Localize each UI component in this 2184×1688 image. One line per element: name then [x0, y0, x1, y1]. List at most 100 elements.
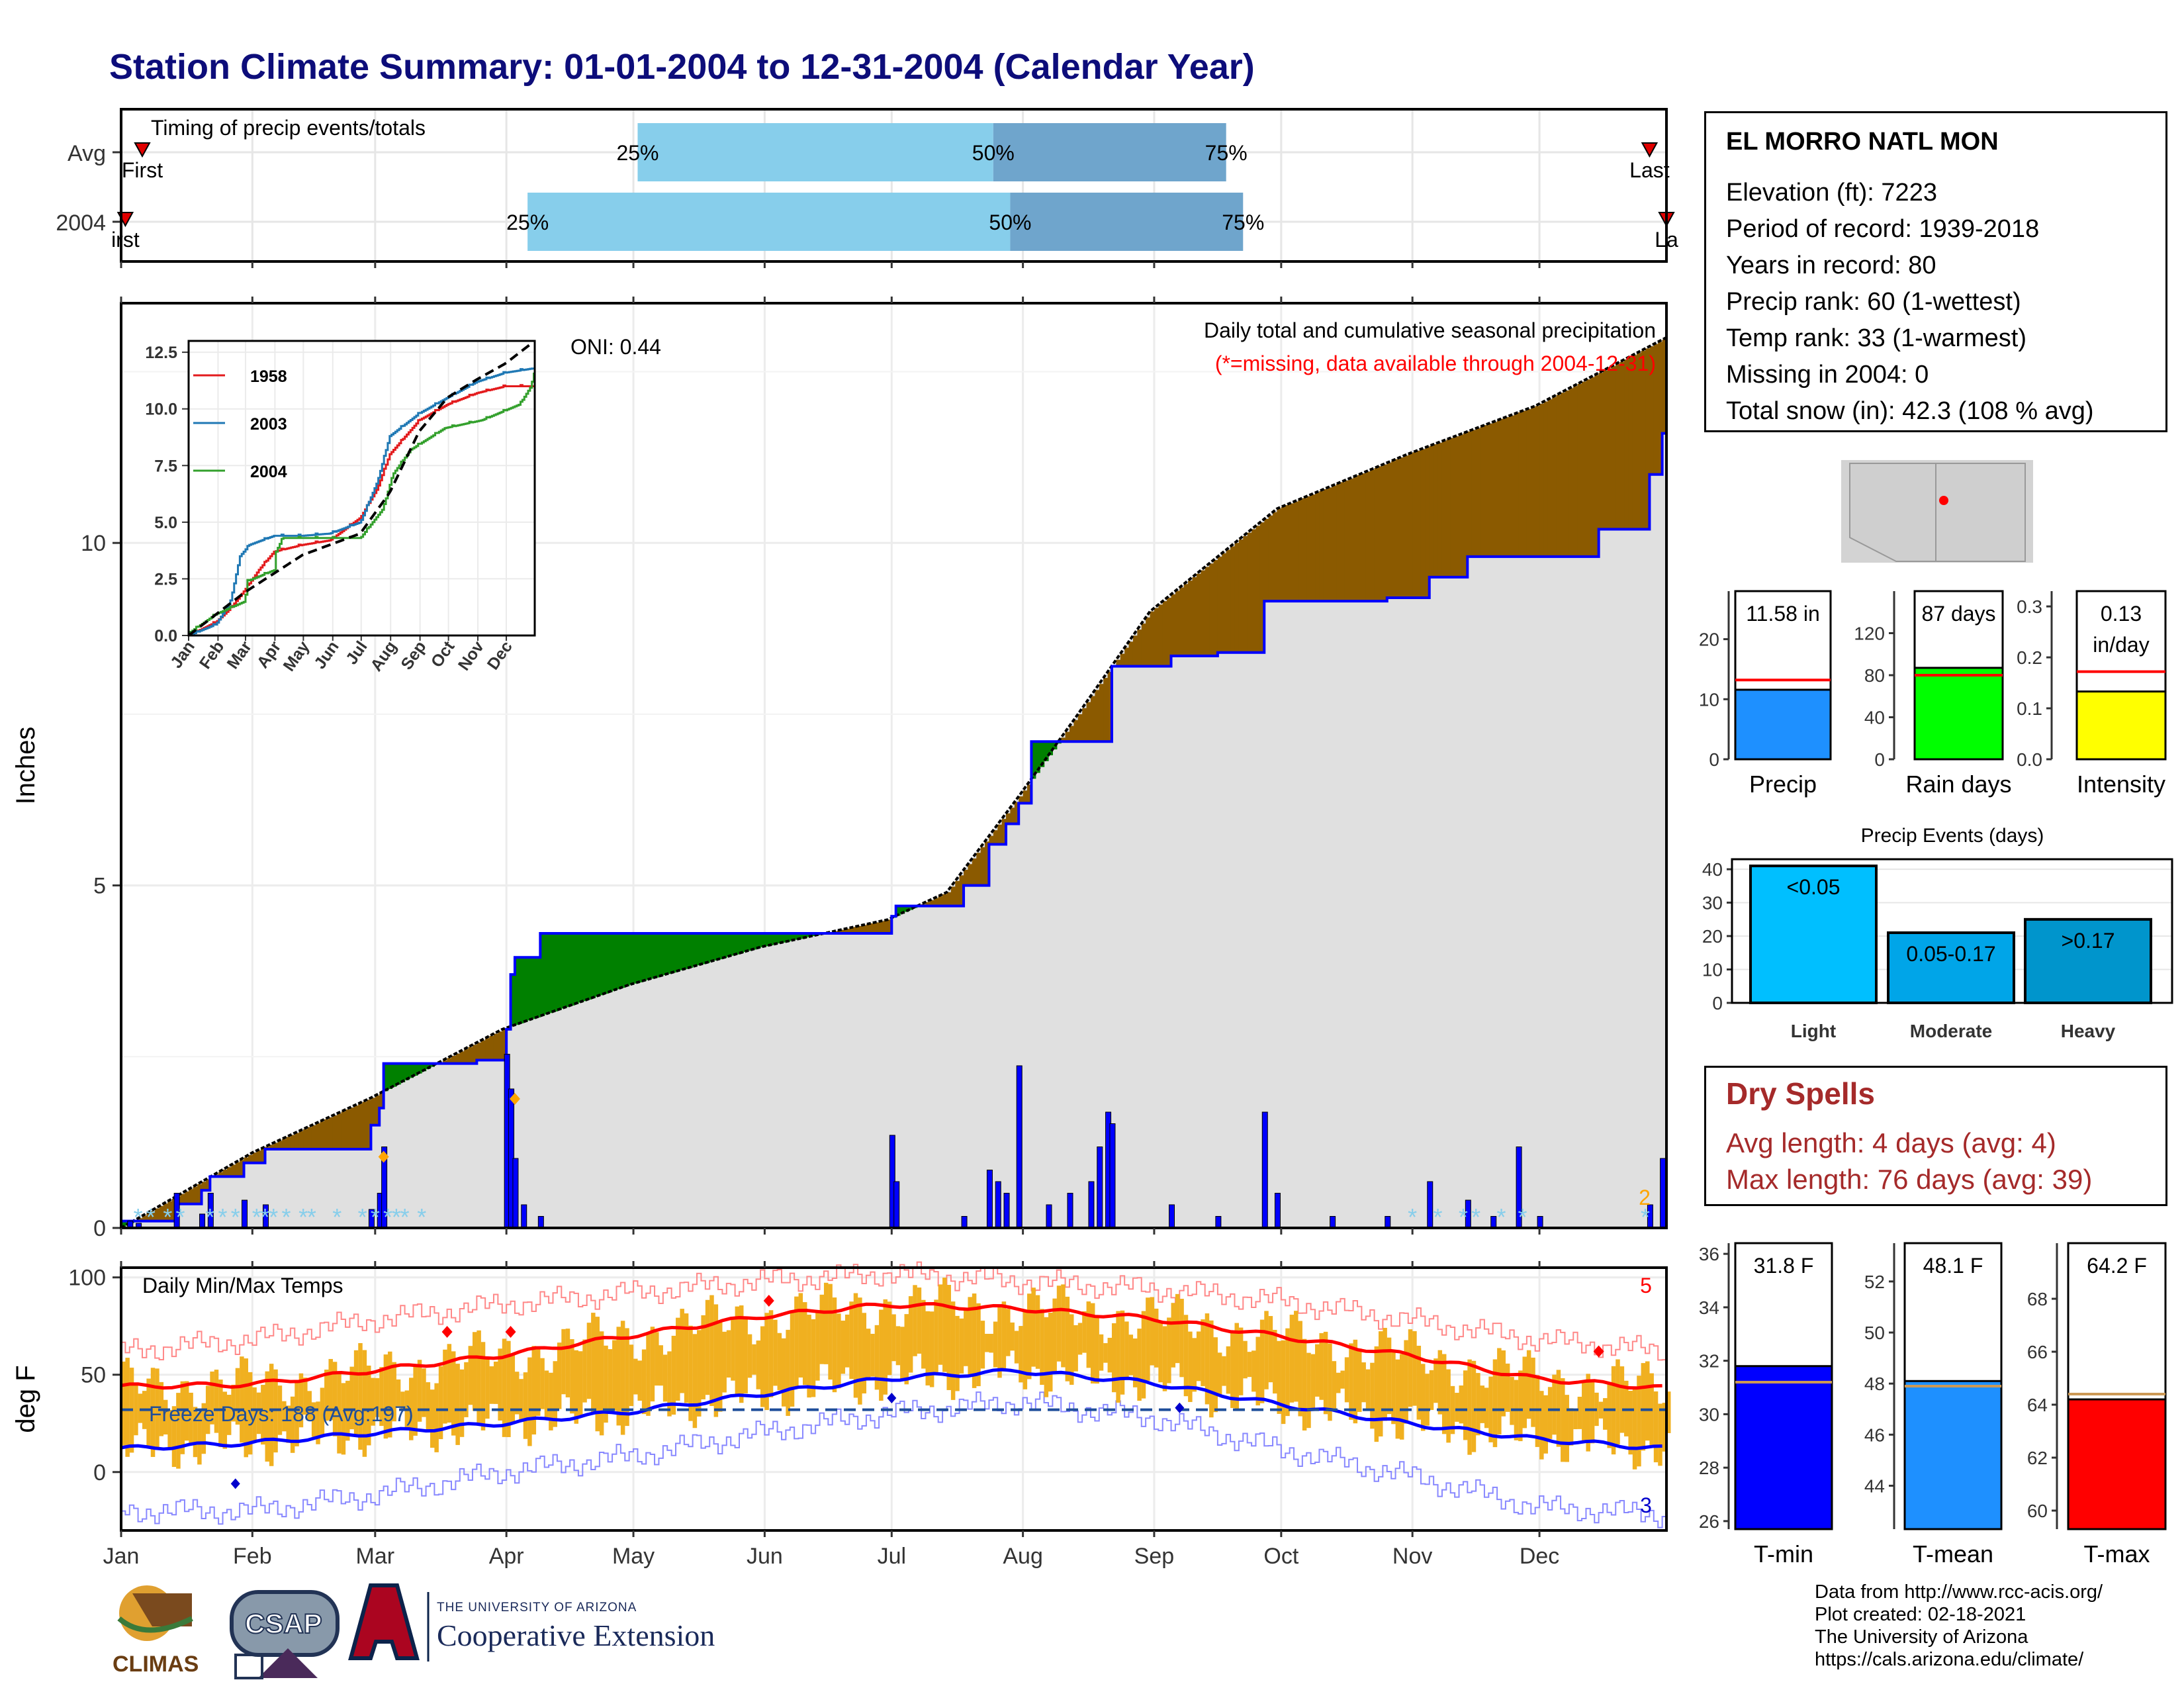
precip-deficit-band: [375, 1096, 380, 1125]
temp-daily-bar: [705, 1299, 710, 1395]
tmax_mean-y-tick-label: 68: [2027, 1289, 2048, 1309]
temp-daily-bar: [1365, 1369, 1371, 1409]
precip-deficit-band: [1391, 461, 1396, 598]
precip-surplus-band: [591, 933, 596, 998]
temp-daily-bar: [383, 1354, 388, 1439]
temp-daily-bar: [1010, 1322, 1015, 1351]
snow-marker: *: [1408, 1203, 1417, 1231]
precip-deficit-band: [311, 1125, 316, 1149]
precip-surplus-band: [747, 933, 752, 951]
precip-deficit-band: [1298, 500, 1303, 602]
temp-daily-bar: [1141, 1311, 1146, 1399]
timing-bar-q25-q50: [527, 193, 1011, 251]
temp-daily-bar: [544, 1370, 549, 1419]
temp-daily-bar: [841, 1321, 846, 1374]
precip-surplus-band: [514, 957, 520, 1025]
precip-deficit-band: [222, 1169, 228, 1177]
temp-daily-bar: [1124, 1321, 1129, 1380]
events-x-label: Heavy: [2061, 1021, 2116, 1041]
temp-daily-bar: [1044, 1317, 1049, 1397]
precip-deficit-band: [1069, 726, 1074, 742]
temp-daily-bar: [802, 1302, 807, 1385]
temp-daily-bar: [341, 1383, 346, 1455]
map-arizona: [1849, 463, 1936, 562]
temp-daily-bar: [815, 1311, 820, 1381]
precip-deficit-band: [1222, 553, 1227, 653]
temp-daily-bar: [286, 1405, 291, 1443]
temp-daily-bar: [1357, 1348, 1362, 1412]
temp-daily-bar: [1531, 1357, 1535, 1427]
precip-surplus-band: [739, 933, 744, 953]
temp-daily-bar: [1014, 1331, 1019, 1364]
temp-daily-bar: [1387, 1337, 1392, 1415]
temp-daily-bar: [616, 1327, 621, 1426]
temp-daily-bar: [1175, 1293, 1180, 1364]
temp-daily-bar: [1069, 1314, 1074, 1385]
precip-deficit-band: [1315, 492, 1320, 602]
temp-daily-bar: [972, 1293, 977, 1388]
temp-daily-bar: [1001, 1301, 1007, 1372]
temp-daily-bar: [269, 1364, 274, 1466]
station-missing: Missing in 2004: 0: [1726, 361, 1929, 389]
temp-daily-bar: [895, 1326, 901, 1366]
precip-daily-bar: [961, 1216, 968, 1229]
precip-daily-bar: [1003, 1193, 1010, 1229]
precip-deficit-band: [997, 824, 1003, 845]
temp-daily-bar: [1323, 1331, 1328, 1415]
temp-daily-bar: [1162, 1326, 1167, 1391]
precip-deficit-band: [1323, 489, 1328, 602]
precip-deficit-band: [1124, 647, 1130, 667]
temp-daily-bar: [722, 1331, 727, 1393]
temp-daily-bar: [1052, 1298, 1057, 1374]
temp-daily-bar: [1099, 1334, 1104, 1371]
precip-deficit-band: [286, 1137, 291, 1149]
tmin_mean-value-label: 31.8 F: [1754, 1254, 1814, 1278]
precip-surplus-band: [413, 1063, 418, 1076]
temp-daily-bar: [240, 1356, 244, 1443]
temp-daily-bar: [535, 1346, 541, 1416]
precip-deficit-band: [1497, 420, 1502, 557]
precip-daily-bar: [1169, 1204, 1175, 1229]
temp-daily-bar: [1344, 1357, 1349, 1403]
precip-deficit-band: [1590, 377, 1595, 557]
precip-deficit-band: [358, 1103, 363, 1149]
temp-y-tick-label: 0: [93, 1460, 106, 1485]
snow-marker: *: [332, 1203, 341, 1231]
precip-deficit-band: [1158, 604, 1163, 667]
precip-daily-bar: [1537, 1216, 1543, 1229]
temp-daily-bar: [713, 1304, 719, 1417]
temp-daily-bar: [205, 1385, 210, 1434]
precip-avg-line: [120, 336, 1667, 1229]
precip-deficit-band: [337, 1113, 342, 1149]
precip-surplus-band: [570, 933, 575, 1006]
precip-daily-bar: [1385, 1216, 1391, 1229]
temp-daily-bar: [980, 1321, 985, 1369]
temp-daily-bar: [807, 1315, 811, 1398]
temp-daily-bar: [1378, 1331, 1383, 1437]
snow-marker: *: [260, 1203, 269, 1231]
temp-daily-bar: [777, 1333, 782, 1391]
precip-surplus-band: [764, 933, 770, 947]
precip_total-y-tick-label: 20: [1699, 630, 1719, 650]
temp-daily-bar: [561, 1329, 566, 1395]
precip-deficit-band: [1653, 344, 1659, 475]
temp-daily-bar: [1539, 1391, 1544, 1460]
temp-daily-bar: [252, 1387, 257, 1441]
snow-marker: *: [400, 1203, 410, 1231]
page-title: Station Climate Summary: 01-01-2004 to 1…: [109, 47, 1255, 87]
temp-daily-bar: [811, 1319, 816, 1397]
temp-daily-bar: [1526, 1350, 1531, 1419]
temp-daily-bar: [1658, 1403, 1662, 1466]
temp-daily-bar: [265, 1371, 270, 1462]
events-x-label: Light: [1791, 1021, 1836, 1041]
climas-text: CLIMAS: [113, 1652, 199, 1677]
precip-deficit-band: [226, 1167, 232, 1177]
precip-deficit-band: [320, 1121, 325, 1149]
events-title: Precip Events (days): [1861, 825, 2044, 847]
precip-deficit-band: [1573, 386, 1578, 557]
events-y-tick-label: 20: [1702, 926, 1723, 947]
temp-daily-bar: [1459, 1385, 1464, 1424]
precip-deficit-band: [290, 1135, 295, 1149]
temp-daily-bar: [295, 1382, 299, 1446]
temp-daily-bar: [655, 1332, 659, 1386]
